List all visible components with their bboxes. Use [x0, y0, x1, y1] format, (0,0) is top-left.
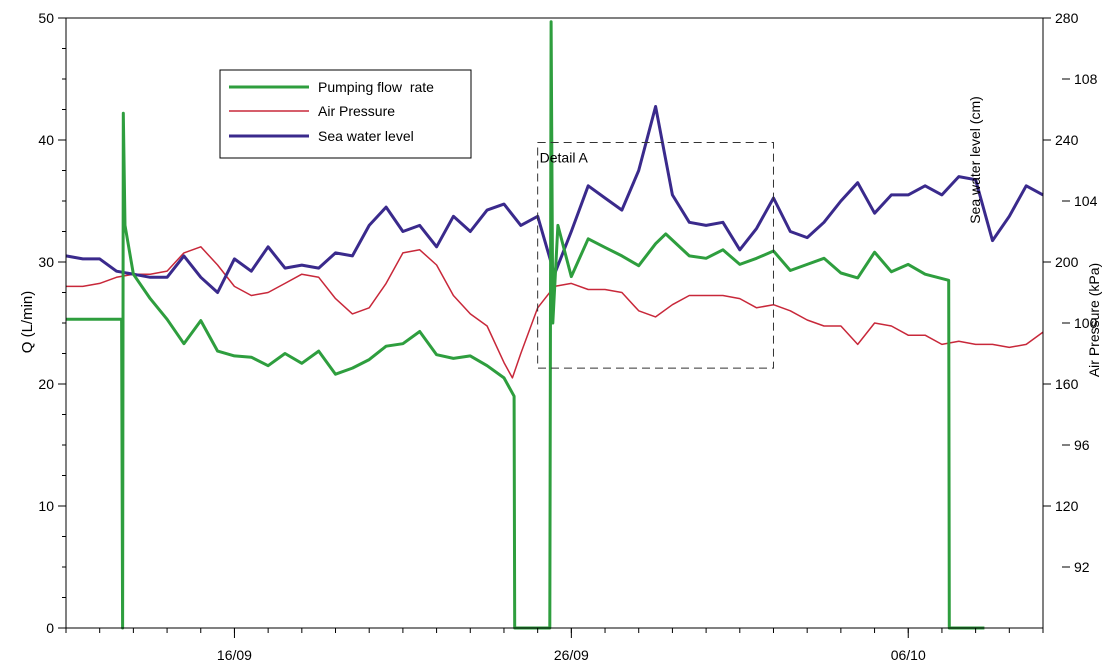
detail-annotation: Detail A [537, 141, 774, 369]
series-line-1 [66, 246, 1044, 379]
y-right-outer-axis: 92 96 100 104 108 [1062, 71, 1098, 575]
detail-a-box [537, 141, 774, 369]
y-right-inner-tick-label: 160 [1055, 376, 1079, 392]
x-tick-label: 16/09 [217, 647, 252, 663]
y-right-inner-tick-label: 240 [1055, 132, 1079, 148]
plot-series-group [65, 20, 1044, 630]
y-right-outer-tick-label: 100 [1074, 315, 1098, 331]
y-left-tick-label: 40 [38, 132, 54, 148]
legend-label-pumping: Pumping flow rate [318, 79, 434, 95]
y-left-axis-title: Q (L/min) [19, 291, 36, 354]
y-left-tick-label: 50 [38, 10, 54, 26]
legend-box [219, 69, 472, 159]
plot-frame [65, 17, 1044, 629]
series-line-0 [66, 20, 985, 630]
legend-label-air-pressure: Air Pressure [318, 103, 395, 119]
y-right-outer-tick-label: 96 [1074, 437, 1090, 453]
legend: Pumping flow rate Air Pressure Sea water… [219, 69, 472, 159]
y-left-tick-label: 30 [38, 254, 54, 270]
legend-label-sea-level: Sea water level [318, 128, 414, 144]
y-right-inner-tick-label: 120 [1055, 498, 1079, 514]
y-left-axis: 0 10 20 30 40 50 [38, 10, 66, 636]
x-tick-label: 26/09 [554, 647, 589, 663]
y-left-tick-label: 0 [46, 620, 54, 636]
detail-a-label: Detail A [540, 149, 589, 165]
y-right-inner-tick-label: 280 [1055, 10, 1079, 26]
y-right-inner-axis-title: Sea water level (cm) [967, 96, 983, 224]
y-right-inner-tick-label: 200 [1055, 254, 1079, 270]
y-right-outer-tick-label: 108 [1074, 71, 1098, 87]
y-left-tick-label: 10 [38, 498, 54, 514]
y-right-inner-axis: 120 160 200 240 280 [1043, 10, 1079, 514]
y-right-outer-tick-label: 104 [1074, 193, 1098, 209]
y-right-outer-axis-title: Air Pressure (kPa) [1086, 263, 1102, 377]
y-left-tick-label: 20 [38, 376, 54, 392]
x-axis: 16/09 26/09 06/10 [65, 628, 1044, 663]
x-tick-label: 06/10 [891, 647, 926, 663]
y-right-outer-tick-label: 92 [1074, 559, 1090, 575]
